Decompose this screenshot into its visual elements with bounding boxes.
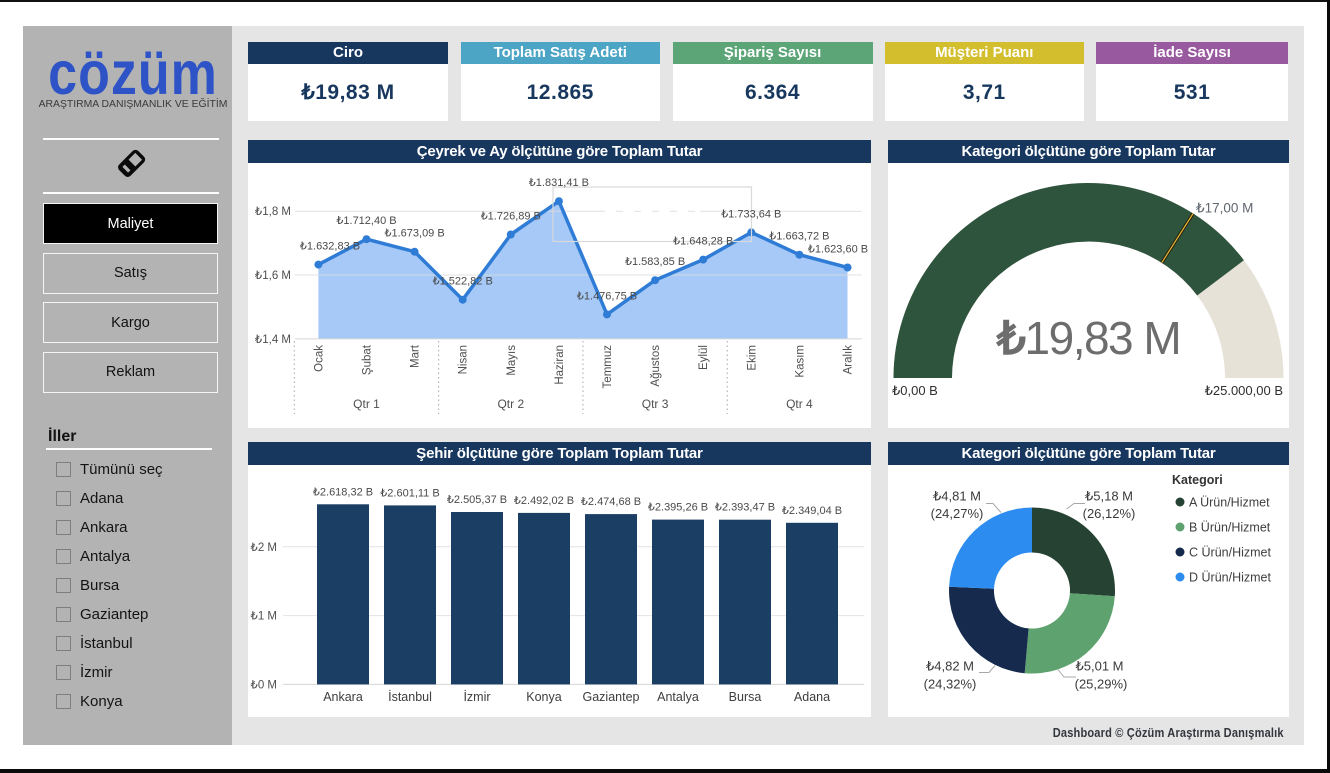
svg-text:₺2.601,11 B: ₺2.601,11 B: [380, 487, 439, 499]
svg-text:₺1,6 M: ₺1,6 M: [255, 270, 291, 282]
svg-text:Nisan: Nisan: [458, 345, 470, 374]
svg-text:Antalya: Antalya: [657, 690, 699, 704]
svg-text:₺2.474,68 B: ₺2.474,68 B: [581, 496, 641, 508]
svg-text:Mayıs: Mayıs: [506, 345, 518, 376]
svg-text:₺2.349,04 B: ₺2.349,04 B: [782, 505, 842, 517]
svg-text:Ocak: Ocak: [313, 345, 325, 372]
svg-text:₺1.476,75 B: ₺1.476,75 B: [577, 290, 637, 302]
svg-text:Bursa: Bursa: [729, 690, 762, 704]
svg-text:Qtr 1: Qtr 1: [353, 397, 380, 411]
svg-text:Kasım: Kasım: [794, 345, 806, 378]
svg-text:İzmir: İzmir: [463, 690, 490, 704]
svg-text:Qtr 3: Qtr 3: [642, 397, 669, 411]
svg-text:₺1.663,72 B: ₺1.663,72 B: [769, 231, 829, 243]
svg-text:₺2.618,32 B: ₺2.618,32 B: [313, 486, 373, 498]
svg-text:₺1,4 M: ₺1,4 M: [255, 334, 291, 346]
svg-text:₺1 M: ₺1 M: [251, 611, 278, 623]
svg-text:₺25.000,00 B: ₺25.000,00 B: [1205, 383, 1283, 398]
svg-text:₺5,18 M: ₺5,18 M: [1085, 489, 1133, 504]
svg-text:₺2.492,02 B: ₺2.492,02 B: [514, 495, 574, 507]
svg-text:₺1.673,09 B: ₺1.673,09 B: [384, 228, 444, 240]
svg-text:₺17,00 M: ₺17,00 M: [1196, 201, 1253, 216]
svg-text:₺1.522,82 B: ₺1.522,82 B: [433, 276, 493, 288]
svg-text:₺2.395,26 B: ₺2.395,26 B: [648, 502, 708, 514]
svg-text:Mart: Mart: [410, 344, 422, 368]
svg-text:(26,12%): (26,12%): [1083, 506, 1136, 521]
svg-text:₺4,81 M: ₺4,81 M: [933, 489, 981, 504]
svg-text:₺1.733,64 B: ₺1.733,64 B: [721, 208, 781, 220]
svg-text:Şubat: Şubat: [362, 344, 374, 375]
svg-text:₺0 M: ₺0 M: [251, 679, 278, 691]
svg-text:₺5,01 M: ₺5,01 M: [1075, 659, 1123, 674]
svg-text:Gaziantep: Gaziantep: [583, 690, 640, 704]
svg-text:(24,27%): (24,27%): [931, 506, 984, 521]
svg-text:₺2.505,37 B: ₺2.505,37 B: [447, 494, 507, 506]
svg-text:₺4,82 M: ₺4,82 M: [926, 659, 974, 674]
svg-text:Kategori: Kategori: [1172, 473, 1223, 487]
svg-text:(24,32%): (24,32%): [924, 677, 977, 692]
svg-text:₺19,83 M: ₺19,83 M: [996, 312, 1181, 364]
svg-text:₺2 M: ₺2 M: [251, 542, 278, 554]
svg-text:₺1,8 M: ₺1,8 M: [255, 206, 291, 218]
svg-text:Temmuz: Temmuz: [602, 345, 614, 389]
svg-text:Ekim: Ekim: [746, 345, 758, 371]
svg-text:A Ürün/Hizmet: A Ürün/Hizmet: [1189, 496, 1270, 510]
svg-text:₺1.648,28 B: ₺1.648,28 B: [673, 236, 733, 248]
svg-text:₺0,00 B: ₺0,00 B: [892, 383, 938, 398]
svg-text:₺2.393,47 B: ₺2.393,47 B: [715, 502, 775, 514]
svg-text:Ankara: Ankara: [323, 690, 363, 704]
svg-text:₺1.632,83 B: ₺1.632,83 B: [300, 241, 360, 253]
svg-text:₺1.831,41 B: ₺1.831,41 B: [529, 177, 589, 189]
svg-text:D Ürün/Hizmet: D Ürün/Hizmet: [1189, 571, 1271, 585]
svg-text:₺1.583,85 B: ₺1.583,85 B: [625, 256, 685, 268]
svg-text:Aralık: Aralık: [843, 345, 855, 375]
svg-text:Ağustos: Ağustos: [650, 345, 662, 387]
svg-text:Konya: Konya: [526, 690, 561, 704]
svg-text:₺1.623,60 B: ₺1.623,60 B: [808, 244, 868, 256]
svg-text:Eylül: Eylül: [698, 345, 710, 370]
svg-text:Adana: Adana: [794, 690, 830, 704]
svg-text:Haziran: Haziran: [554, 345, 566, 385]
svg-text:C Ürün/Hizmet: C Ürün/Hizmet: [1189, 546, 1271, 560]
svg-text:B Ürün/Hizmet: B Ürün/Hizmet: [1189, 521, 1271, 535]
svg-text:₺1.712,40 B: ₺1.712,40 B: [336, 215, 396, 227]
svg-text:Qtr 2: Qtr 2: [497, 397, 524, 411]
svg-text:₺1.726,89 B: ₺1.726,89 B: [481, 211, 541, 223]
svg-text:Qtr 4: Qtr 4: [786, 397, 813, 411]
svg-text:İstanbul: İstanbul: [388, 690, 432, 704]
svg-text:(25,29%): (25,29%): [1075, 677, 1128, 692]
